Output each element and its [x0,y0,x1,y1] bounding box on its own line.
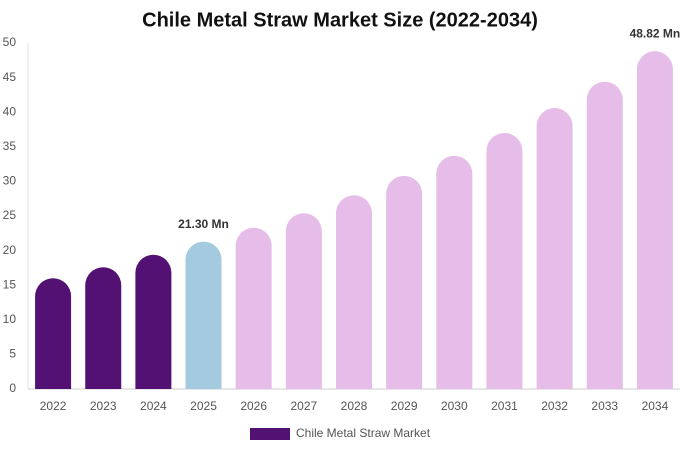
y-tick-label: 30 [3,174,17,188]
bar [436,155,473,389]
y-tick-label: 45 [3,70,17,84]
y-tick-label: 40 [3,104,17,118]
y-tick-label: 35 [3,139,17,153]
bar [536,108,573,389]
y-tick-label: 5 [9,347,16,361]
bar [386,175,423,389]
x-tick-label: 2025 [190,399,217,413]
bar [636,51,673,390]
x-tick-label: 2023 [90,399,117,413]
legend-label: Chile Metal Straw Market [296,426,431,440]
bar [235,227,272,389]
x-tick-label: 2034 [642,399,669,413]
x-tick-label: 2022 [40,399,67,413]
chart-title: Chile Metal Straw Market Size (2022-2034… [142,9,538,31]
x-tick-label: 2028 [341,399,368,413]
x-tick-label: 2031 [491,399,518,413]
bar [135,254,172,389]
data-label: 21.30 Mn [178,217,229,231]
x-tick-label: 2030 [441,399,468,413]
legend-swatch [250,428,290,440]
x-tick-label: 2026 [240,399,267,413]
x-tick-label: 2029 [391,399,418,413]
bar [586,81,623,389]
bar [35,278,72,389]
y-tick-label: 20 [3,243,17,257]
x-tick-label: 2032 [541,399,568,413]
data-label: 48.82 Mn [630,26,680,40]
bar [85,267,122,389]
y-tick-label: 10 [3,312,17,326]
bar [486,132,523,389]
x-tick-label: 2024 [140,399,167,413]
y-tick-label: 50 [3,35,17,49]
x-tick-label: 2033 [591,399,618,413]
y-tick-label: 25 [3,208,17,222]
bar [336,195,372,389]
bar [185,241,222,389]
y-tick-label: 15 [3,277,17,291]
y-tick-label: 0 [9,381,16,395]
x-tick-label: 2027 [290,399,317,413]
bar [285,213,322,389]
